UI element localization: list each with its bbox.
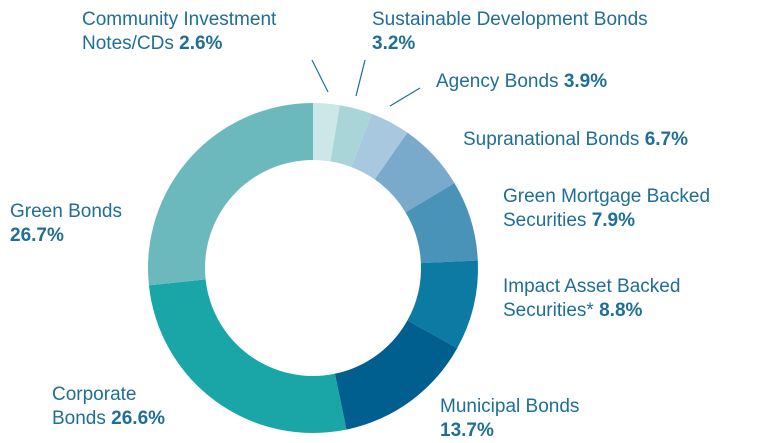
- donut-segment: [351, 113, 408, 180]
- donut-segment: [313, 103, 340, 162]
- segment-label: Green Bonds 26.7%: [10, 200, 130, 248]
- category-label: Sustainable Development Bonds: [372, 9, 648, 30]
- donut-segment: [405, 182, 478, 264]
- donut-segment: [148, 103, 313, 286]
- leader-line: [355, 59, 366, 97]
- category-label: Municipal Bonds: [440, 396, 580, 417]
- donut-segment: [407, 260, 478, 349]
- value-label: 13.7%: [440, 420, 494, 441]
- segment-label: Impact Asset Backed Securities* 8.8%: [503, 275, 743, 323]
- leader-line: [311, 59, 329, 93]
- value-label: 26.7%: [10, 225, 64, 246]
- leader-line: [389, 87, 421, 107]
- category-label: Green Bonds: [10, 201, 122, 222]
- category-label: Community Investment Notes/CDs: [82, 9, 277, 54]
- segment-label: Municipal Bonds 13.7%: [440, 395, 630, 443]
- segment-label: Corporate Bonds 26.6%: [52, 383, 177, 431]
- segment-label: Green Mortgage Backed Securities 7.9%: [503, 185, 761, 233]
- leader-lines: [311, 59, 421, 107]
- category-label: Supranational Bonds: [463, 129, 640, 150]
- category-label: Agency Bonds: [436, 71, 559, 92]
- value-label: 6.7%: [644, 129, 689, 150]
- segment-label: Community Investment Notes/CDs 2.6%: [82, 8, 342, 56]
- value-label: 7.9%: [591, 210, 636, 231]
- value-label: 8.8%: [599, 300, 643, 321]
- value-label: 3.9%: [563, 71, 608, 92]
- segment-label: Supranational Bonds 6.7%: [463, 128, 761, 152]
- donut-segment: [330, 105, 372, 168]
- segment-label: Sustainable Development Bonds 3.2%: [372, 8, 657, 56]
- value-label: 3.2%: [372, 33, 416, 54]
- category-label: Impact Asset Backed Securities*: [503, 276, 681, 321]
- value-label: 2.6%: [179, 33, 223, 54]
- donut-segment: [334, 320, 458, 430]
- value-label: 26.6%: [111, 408, 166, 429]
- category-label: Corporate Bonds: [52, 384, 137, 429]
- donut-segment: [374, 132, 455, 213]
- donut-segment: [148, 279, 347, 433]
- category-label: Green Mortgage Backed Securities: [503, 186, 711, 231]
- segment-label: Agency Bonds 3.9%: [436, 70, 756, 94]
